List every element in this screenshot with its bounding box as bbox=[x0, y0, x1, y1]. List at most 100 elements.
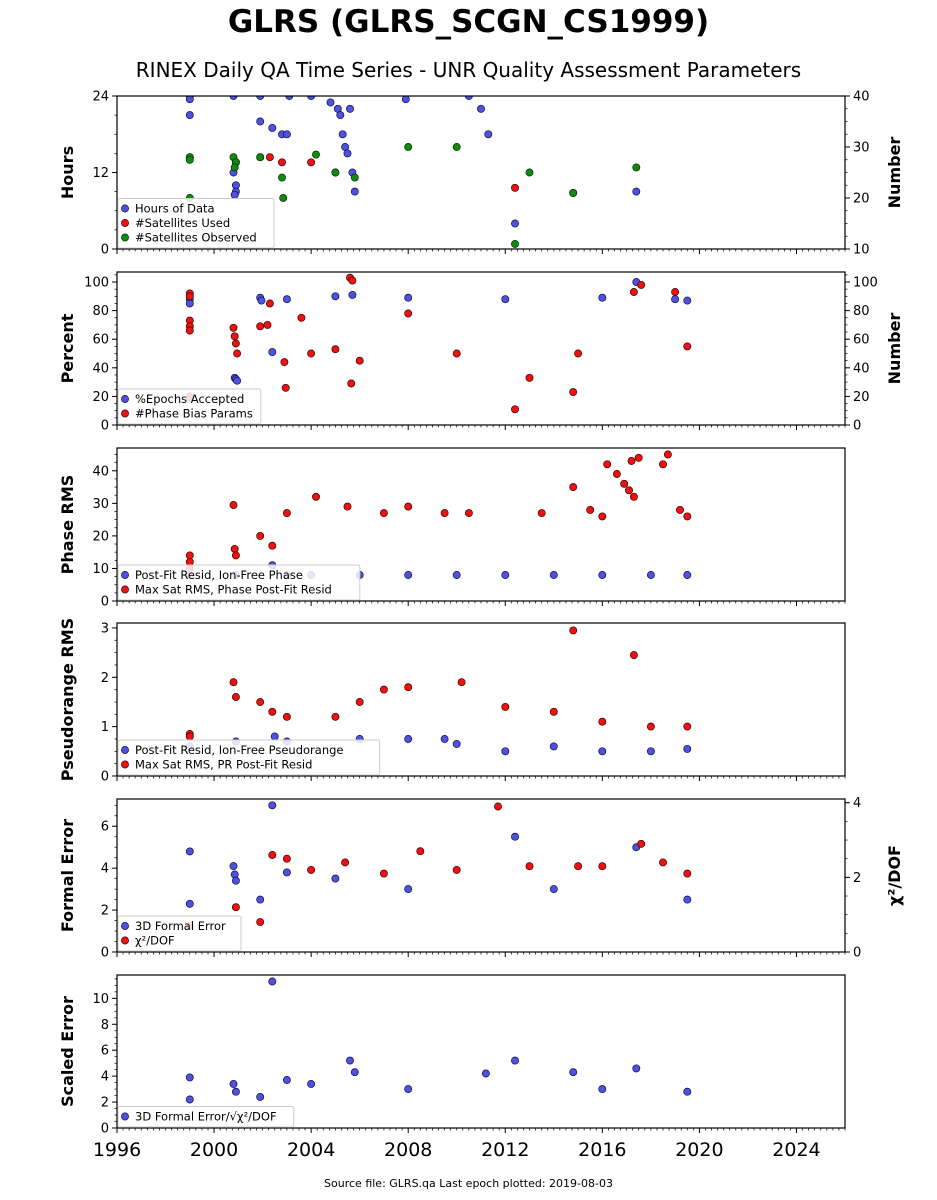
y-tick-label: 10 bbox=[92, 992, 109, 1007]
x-tick-label: 2004 bbox=[287, 1139, 335, 1161]
data-point bbox=[338, 130, 347, 139]
data-point bbox=[598, 862, 607, 871]
y-tick-label: 8 bbox=[101, 1018, 109, 1033]
data-point bbox=[268, 348, 277, 357]
data-point bbox=[637, 839, 646, 848]
data-point bbox=[494, 802, 502, 811]
y-tick-label: 40 bbox=[92, 361, 109, 376]
data-point bbox=[401, 96, 410, 104]
data-point bbox=[379, 685, 388, 694]
y2-axis-label: Number bbox=[885, 313, 904, 385]
y-tick-label: 10 bbox=[92, 562, 109, 577]
data-point bbox=[637, 280, 646, 289]
data-point bbox=[282, 854, 291, 863]
y-tick-label: 0 bbox=[101, 243, 109, 258]
y-axis-label: Percent bbox=[58, 313, 77, 383]
y2-tick-label: 0 bbox=[853, 419, 861, 434]
data-point bbox=[230, 163, 239, 172]
data-point bbox=[598, 717, 607, 726]
data-point bbox=[331, 874, 340, 883]
data-point bbox=[331, 345, 340, 354]
data-point bbox=[477, 104, 485, 113]
data-point bbox=[379, 509, 388, 518]
data-point bbox=[511, 1056, 519, 1065]
page-title: GLRS (GLRS_SCGN_CS1999) bbox=[227, 4, 710, 40]
legend-label: Max Sat RMS, PR Post-Fit Resid bbox=[135, 758, 312, 772]
data-point bbox=[511, 239, 519, 248]
data-point bbox=[355, 356, 364, 365]
data-point bbox=[501, 702, 510, 711]
data-point bbox=[185, 326, 194, 335]
data-point bbox=[574, 862, 583, 871]
data-point bbox=[501, 571, 510, 579]
y-tick-label: 4 bbox=[101, 1070, 109, 1085]
data-point bbox=[569, 388, 578, 397]
legend: %Epochs Accepted#Phase Bias Params bbox=[117, 388, 262, 425]
y2-tick-label: 40 bbox=[853, 361, 870, 376]
plot-area bbox=[185, 450, 692, 579]
data-point bbox=[185, 1073, 194, 1082]
data-point bbox=[265, 153, 274, 162]
data-point bbox=[416, 847, 425, 856]
legend: Hours of Data#Satellites Used#Satellites… bbox=[117, 198, 275, 249]
data-point bbox=[350, 187, 359, 196]
data-point bbox=[511, 832, 519, 841]
data-point bbox=[282, 295, 291, 304]
y-axis-label: Phase RMS bbox=[58, 475, 77, 575]
data-point bbox=[569, 483, 578, 492]
data-point bbox=[307, 1079, 316, 1088]
y-tick-label: 80 bbox=[92, 304, 109, 319]
data-point bbox=[629, 492, 638, 501]
data-point bbox=[230, 544, 239, 553]
y-tick-label: 12 bbox=[92, 166, 109, 181]
data-point bbox=[256, 895, 265, 904]
data-point bbox=[256, 117, 265, 126]
data-point bbox=[185, 732, 194, 741]
data-point bbox=[233, 376, 242, 385]
y2-tick-label: 10 bbox=[853, 243, 870, 258]
data-point bbox=[346, 104, 354, 113]
chart-panel-6: 0 2 4 6 8 10 Scaled Error 1996 2000 2004 2008 2012 2… bbox=[58, 974, 846, 1161]
data-point bbox=[683, 895, 692, 904]
data-point bbox=[331, 168, 340, 177]
data-point bbox=[632, 1064, 641, 1073]
data-point bbox=[440, 735, 449, 743]
y-tick-label: 6 bbox=[101, 1044, 109, 1059]
data-point bbox=[230, 190, 239, 199]
legend-marker bbox=[121, 219, 129, 227]
data-point bbox=[229, 501, 238, 509]
data-point bbox=[185, 155, 194, 164]
data-point bbox=[278, 158, 286, 167]
data-point bbox=[355, 698, 364, 706]
y2-tick-label: 0 bbox=[853, 946, 861, 961]
y-axis-label: Hours bbox=[58, 146, 77, 199]
data-point bbox=[683, 512, 692, 521]
data-point bbox=[231, 693, 240, 701]
legend-label: χ²/DOF bbox=[135, 934, 175, 948]
data-point bbox=[233, 349, 242, 358]
data-point bbox=[256, 698, 265, 706]
data-point bbox=[256, 1092, 265, 1101]
data-point bbox=[336, 111, 345, 120]
data-point bbox=[404, 1085, 413, 1094]
data-point bbox=[307, 349, 316, 358]
legend-marker bbox=[121, 571, 129, 579]
y2-axis-label: χ²/DOF bbox=[885, 845, 904, 906]
data-point bbox=[634, 453, 643, 462]
legend-label: #Satellites Used bbox=[135, 216, 230, 230]
legend-label: Post-Fit Resid, Ion-Free Phase bbox=[135, 568, 303, 582]
data-point bbox=[268, 707, 277, 716]
legend-label: 3D Formal Error/√χ²/DOF bbox=[135, 1110, 277, 1124]
data-point bbox=[348, 290, 357, 299]
data-point bbox=[574, 349, 583, 358]
data-point bbox=[229, 323, 238, 332]
y-tick-label: 3 bbox=[101, 621, 109, 636]
source-footer: Source file: GLRS.qa Last epoch plotted:… bbox=[324, 1177, 613, 1190]
data-point bbox=[268, 977, 277, 986]
y2-tick-label: 40 bbox=[853, 90, 870, 105]
data-point bbox=[312, 150, 320, 159]
data-point bbox=[549, 571, 558, 579]
y-tick-label: 0 bbox=[101, 595, 109, 610]
